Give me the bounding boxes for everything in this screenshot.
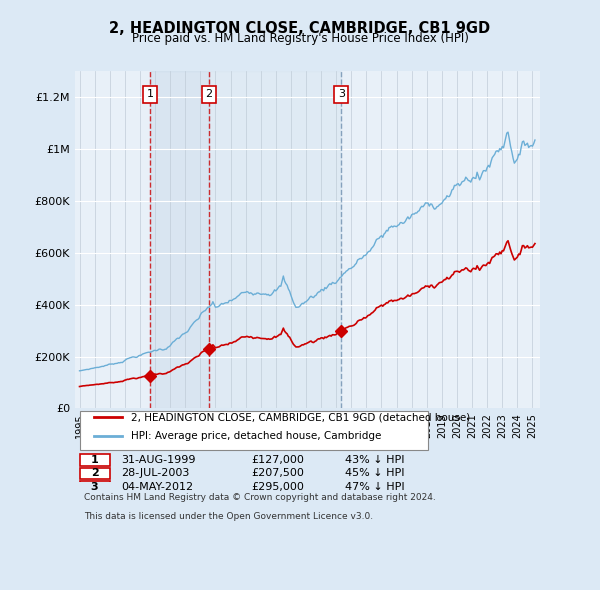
Text: 3: 3 <box>338 90 345 100</box>
Text: 1: 1 <box>91 455 98 465</box>
Bar <box>209 71 341 408</box>
FancyBboxPatch shape <box>80 411 428 450</box>
Text: 2, HEADINGTON CLOSE, CAMBRIDGE, CB1 9GD: 2, HEADINGTON CLOSE, CAMBRIDGE, CB1 9GD <box>109 21 491 35</box>
Text: Price paid vs. HM Land Registry's House Price Index (HPI): Price paid vs. HM Land Registry's House … <box>131 32 469 45</box>
Text: 31-AUG-1999: 31-AUG-1999 <box>121 455 196 465</box>
Text: 3: 3 <box>91 481 98 491</box>
Text: 47% ↓ HPI: 47% ↓ HPI <box>344 481 404 491</box>
Text: This data is licensed under the Open Government Licence v3.0.: This data is licensed under the Open Gov… <box>84 512 373 521</box>
Text: 45% ↓ HPI: 45% ↓ HPI <box>344 468 404 478</box>
Text: HPI: Average price, detached house, Cambridge: HPI: Average price, detached house, Camb… <box>131 431 381 441</box>
FancyBboxPatch shape <box>80 454 110 466</box>
Text: Contains HM Land Registry data © Crown copyright and database right 2024.: Contains HM Land Registry data © Crown c… <box>84 493 436 502</box>
Text: 28-JUL-2003: 28-JUL-2003 <box>121 468 190 478</box>
Text: 2: 2 <box>91 468 98 478</box>
Text: 2: 2 <box>205 90 212 100</box>
Text: 1: 1 <box>146 90 154 100</box>
Text: 04-MAY-2012: 04-MAY-2012 <box>121 481 194 491</box>
Text: 43% ↓ HPI: 43% ↓ HPI <box>344 455 404 465</box>
FancyBboxPatch shape <box>80 468 110 479</box>
Text: 2, HEADINGTON CLOSE, CAMBRIDGE, CB1 9GD (detached house): 2, HEADINGTON CLOSE, CAMBRIDGE, CB1 9GD … <box>131 412 470 422</box>
Bar <box>150 71 209 408</box>
Text: £127,000: £127,000 <box>252 455 305 465</box>
Text: £207,500: £207,500 <box>252 468 305 478</box>
Text: £295,000: £295,000 <box>252 481 305 491</box>
FancyBboxPatch shape <box>80 481 110 492</box>
